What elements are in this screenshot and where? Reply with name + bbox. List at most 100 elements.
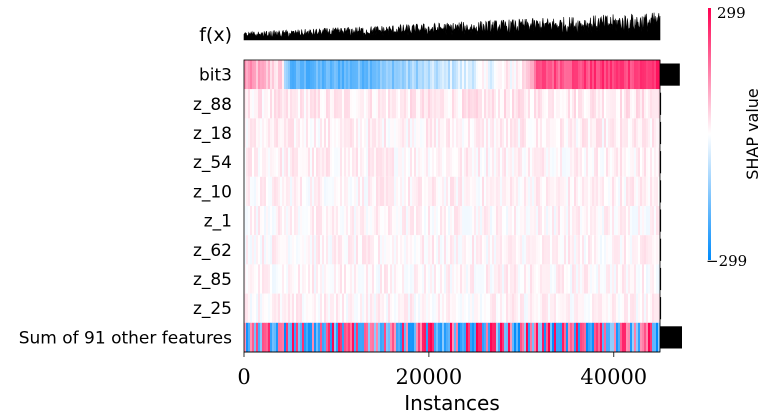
heatmap-cell xyxy=(250,89,253,119)
heatmap-cell xyxy=(496,118,499,148)
heatmap-cell xyxy=(352,118,355,148)
heatmap-cell xyxy=(392,176,395,206)
heatmap-cell xyxy=(422,176,425,206)
heatmap-cell xyxy=(284,147,287,177)
heatmap-cell xyxy=(376,264,379,294)
heatmap-cell xyxy=(410,176,413,206)
heatmap-cell xyxy=(432,322,435,352)
heatmap-cell xyxy=(606,118,609,148)
colorbar-max-label: 299 xyxy=(717,4,746,22)
heatmap-cell xyxy=(258,206,261,236)
heatmap-cell xyxy=(250,264,253,294)
heatmap-cell xyxy=(342,147,345,177)
heatmap-cell xyxy=(322,264,325,294)
heatmap-cell xyxy=(642,264,645,294)
heatmap-cell xyxy=(508,60,511,90)
heatmap-cell xyxy=(472,235,475,265)
heatmap-cell xyxy=(374,206,377,236)
heatmap-cell xyxy=(246,89,249,119)
heatmap-cell xyxy=(550,264,553,294)
heatmap-cell xyxy=(282,60,285,90)
heatmap-cell xyxy=(594,293,597,323)
heatmap-cell xyxy=(536,206,539,236)
heatmap-cell xyxy=(490,293,493,323)
feature-importance-bar xyxy=(660,267,662,291)
heatmap-cell xyxy=(370,60,373,90)
heatmap-cell xyxy=(592,206,595,236)
heatmap-cell xyxy=(520,60,523,90)
heatmap-cell xyxy=(538,264,541,294)
heatmap-cell xyxy=(402,293,405,323)
heatmap-cell xyxy=(552,264,555,294)
heatmap-cell xyxy=(506,293,509,323)
heatmap-cell xyxy=(338,264,341,294)
heatmap-cell xyxy=(336,322,339,352)
heatmap-cell xyxy=(340,147,343,177)
heatmap-cell xyxy=(268,60,271,90)
heatmap-cell xyxy=(272,322,275,352)
heatmap-cell xyxy=(304,60,307,90)
heatmap-cell xyxy=(646,206,649,236)
heatmap-cell xyxy=(594,89,597,119)
heatmap-cell xyxy=(376,176,379,206)
heatmap-cell xyxy=(618,60,621,90)
heatmap-cell xyxy=(602,235,605,265)
heatmap-cell xyxy=(502,147,505,177)
heatmap-cell xyxy=(272,206,275,236)
heatmap-cell xyxy=(314,235,317,265)
heatmap-cell xyxy=(484,89,487,119)
heatmap-cell xyxy=(378,206,381,236)
heatmap-cell xyxy=(524,206,527,236)
heatmap-cell xyxy=(518,322,521,352)
heatmap-cell xyxy=(316,176,319,206)
heatmap-cell xyxy=(274,60,277,90)
heatmap-cell xyxy=(256,89,259,119)
heatmap-cell xyxy=(420,60,423,90)
heatmap-cell xyxy=(340,322,343,352)
heatmap-cell xyxy=(614,147,617,177)
heatmap-cell xyxy=(388,60,391,90)
heatmap-cell xyxy=(656,235,659,265)
heatmap-cell xyxy=(624,60,627,90)
heatmap-cell xyxy=(256,235,259,265)
heatmap-cell xyxy=(348,118,351,148)
heatmap-cell xyxy=(308,206,311,236)
heatmap-cell xyxy=(272,293,275,323)
heatmap-cell xyxy=(658,293,661,323)
heatmap-cell xyxy=(580,176,583,206)
heatmap-cell xyxy=(430,147,433,177)
heatmap-cell xyxy=(370,264,373,294)
heatmap-cell xyxy=(342,118,345,148)
heatmap-cell xyxy=(368,264,371,294)
heatmap-cell xyxy=(652,176,655,206)
heatmap-cell xyxy=(516,235,519,265)
heatmap-cell xyxy=(540,118,543,148)
heatmap-cell xyxy=(266,176,269,206)
heatmap-cell xyxy=(454,322,457,352)
heatmap-cell xyxy=(570,235,573,265)
heatmap-cell xyxy=(466,206,469,236)
heatmap-cell xyxy=(520,176,523,206)
heatmap-cell xyxy=(568,293,571,323)
heatmap-cell xyxy=(410,89,413,119)
heatmap-cell xyxy=(274,118,277,148)
heatmap-cell xyxy=(248,264,251,294)
heatmap-cell xyxy=(654,235,657,265)
heatmap-cell xyxy=(308,89,311,119)
heatmap-cell xyxy=(506,322,509,352)
heatmap-cell xyxy=(616,206,619,236)
heatmap-cell xyxy=(474,293,477,323)
heatmap-cell xyxy=(610,206,613,236)
heatmap-cell xyxy=(326,176,329,206)
heatmap-cell xyxy=(490,322,493,352)
heatmap-cell xyxy=(576,118,579,148)
heatmap-cell xyxy=(570,60,573,90)
heatmap-cell xyxy=(632,235,635,265)
heatmap-cell xyxy=(608,235,611,265)
heatmap-cell xyxy=(642,235,645,265)
heatmap-cell xyxy=(646,235,649,265)
heatmap-cell xyxy=(554,322,557,352)
heatmap-cell xyxy=(250,322,253,352)
heatmap-cell xyxy=(452,235,455,265)
heatmap-cell xyxy=(494,235,497,265)
